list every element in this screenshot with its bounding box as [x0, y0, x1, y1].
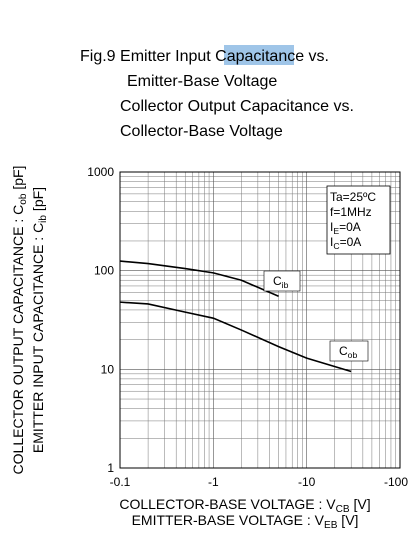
label-main: Ta=25ºC: [330, 190, 376, 204]
label-unit: [V]: [350, 496, 371, 512]
label-main: I: [330, 235, 333, 249]
highlight: [224, 45, 294, 65]
series-line: [119, 260, 279, 298]
label: Cob: [339, 344, 357, 360]
label-sub: EB: [324, 520, 338, 531]
title-line: Collector Output Capacitance vs.: [120, 98, 354, 115]
label-unit: =0A: [340, 235, 362, 249]
label-unit: =0A: [339, 220, 361, 234]
series-label-box: [329, 340, 369, 362]
label-main: C: [339, 344, 348, 358]
label-main: I: [330, 220, 333, 234]
label-sub: E: [333, 226, 339, 236]
label-sub: ob: [348, 350, 358, 360]
series-label-box: [263, 270, 301, 292]
label-unit: [pF]: [10, 166, 26, 194]
label: Ta=25ºC: [330, 190, 376, 204]
x-tick-label: -1: [208, 475, 219, 489]
label: COLLECTOR-BASE VOLTAGE : VCB [V]: [119, 496, 370, 515]
label-main: COLLECTOR-BASE VOLTAGE : V: [119, 496, 336, 512]
title-line: Fig.9 Emitter Input Capacitance vs.: [80, 48, 329, 65]
plot-frame: [119, 171, 401, 469]
label: EMITTER INPUT CAPACITANCE : Cib [pF]: [30, 187, 49, 453]
label-main: EMITTER INPUT CAPACITANCE : C: [30, 223, 46, 453]
label-sub: C: [333, 241, 339, 251]
label-unit: [pF]: [30, 187, 46, 215]
label-main: C: [273, 274, 282, 288]
label-main: COLLECTOR OUTPUT CAPACITANCE : C: [10, 205, 26, 475]
label: EMITTER-BASE VOLTAGE : VEB [V]: [132, 512, 359, 531]
title-line: Emitter-Base Voltage: [127, 73, 277, 90]
label-sub: ib: [38, 215, 49, 223]
y-tick-label: 100: [94, 264, 114, 278]
label-sub: ib: [282, 280, 289, 290]
label: IC=0A: [330, 235, 361, 251]
label: IE=0A: [330, 220, 361, 236]
label: COLLECTOR OUTPUT CAPACITANCE : Cob [pF]: [10, 166, 29, 475]
label-sub: ob: [18, 193, 29, 205]
title-line: Collector-Base Voltage: [120, 123, 283, 140]
y-tick-label: 10: [101, 362, 115, 376]
x-tick-label: -0.1: [110, 475, 131, 489]
label-main: EMITTER-BASE VOLTAGE : V: [132, 512, 325, 528]
label: Cib: [273, 274, 289, 290]
label-unit: [V]: [337, 512, 358, 528]
y-tick-label: 1000: [87, 165, 114, 179]
conditions-box: [326, 185, 391, 255]
x-tick-label: -100: [384, 475, 408, 489]
label: f=1MHz: [330, 205, 372, 219]
y-tick-label: 1: [107, 461, 114, 475]
series-line: [119, 301, 352, 373]
label-sub: CB: [336, 504, 350, 515]
label-main: f=1MHz: [330, 205, 372, 219]
x-tick-label: -10: [298, 475, 316, 489]
